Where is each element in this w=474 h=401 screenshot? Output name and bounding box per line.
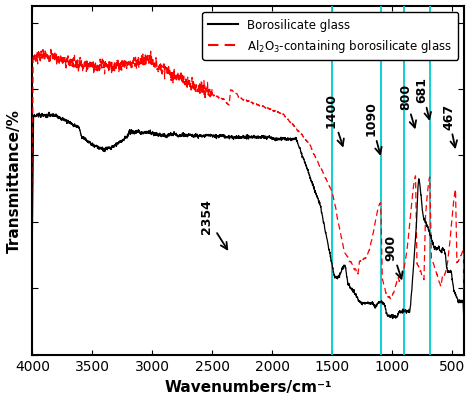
- Text: 900: 900: [384, 234, 402, 279]
- Text: 467: 467: [442, 103, 457, 148]
- Text: 2354: 2354: [200, 199, 227, 250]
- Text: 681: 681: [416, 77, 431, 120]
- Legend: Borosilicate glass, Al$_2$O$_3$-containing borosilicate glass: Borosilicate glass, Al$_2$O$_3$-containi…: [202, 13, 458, 61]
- Text: 1400: 1400: [325, 93, 344, 146]
- X-axis label: Wavenumbers/cm⁻¹: Wavenumbers/cm⁻¹: [164, 379, 332, 394]
- Y-axis label: Transmittance/%: Transmittance/%: [7, 109, 22, 253]
- Text: 800: 800: [399, 83, 416, 128]
- Text: 1090: 1090: [364, 101, 382, 155]
